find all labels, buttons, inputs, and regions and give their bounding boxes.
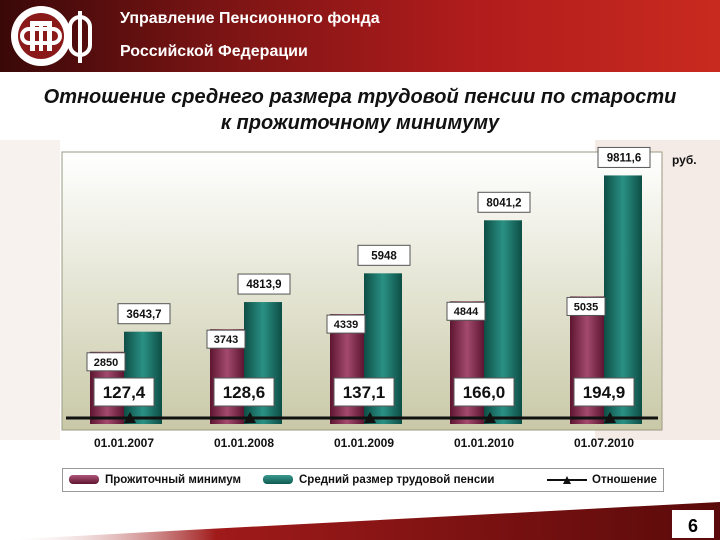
label-ratio-3: 166,0 [463,383,506,402]
legend-item-subsistence: Прожиточный минимум [69,474,241,486]
x-tick-label-2: 01.01.2009 [334,436,394,450]
ratio-point-2 [364,412,376,423]
legend-label-subsistence: Прожиточный минимум [105,474,242,486]
legend-item-pension: Средний размер трудовой пенсии [263,474,494,486]
label-subsistence-2-box [326,314,366,334]
x-tick-label-3: 01.01.2010 [454,436,514,450]
legend-label-ratio: Отношение [592,474,657,487]
label-subsistence-0-box [86,352,126,372]
label-subsistence-2: 4339 [334,319,358,331]
label-pension-0: 3643,7 [126,309,161,321]
chart-legend: Прожиточный минимум Средний размер трудо… [62,468,664,492]
label-pension-2: 5948 [371,250,397,262]
label-pension-3: 8041,2 [486,197,521,209]
label-pension-4-box [597,146,651,168]
slide-title-line2: к прожиточному минимуму [220,112,500,134]
org-name-line1: Управление Пенсионного фонда [120,10,380,27]
label-ratio-4: 194,9 [583,383,626,402]
label-pension-0-box [117,303,171,325]
label-ratio-2: 137,1 [343,383,386,402]
label-ratio-1-box [213,377,275,407]
label-subsistence-3: 4844 [454,306,479,318]
pfr-logo-icon [11,6,92,66]
label-subsistence-4: 5035 [574,301,598,313]
label-subsistence-0: 2850 [94,357,118,369]
label-subsistence-4-box [566,296,606,316]
label-ratio-1: 128,6 [223,383,266,402]
footer-band [0,502,720,540]
label-ratio-3-box [453,377,515,407]
slide-title-line1: Отношение среднего размера трудовой пенс… [43,86,677,108]
label-pension-3-box [477,191,531,213]
label-pension-1-box [237,273,291,295]
label-pension-2-box [357,244,411,266]
label-ratio-0-box [93,377,155,407]
label-pension-1: 4813,9 [246,279,281,291]
header-banner: Управление Пенсионного фонда Российской … [0,0,720,72]
label-subsistence-1: 3743 [214,334,238,346]
legend-item-ratio: Отношение [547,474,657,486]
x-tick-label-1: 01.01.2008 [214,436,274,450]
label-ratio-0: 127,4 [103,383,146,402]
legend-swatch-ratio [547,474,587,486]
legend-swatch-pension [263,475,293,485]
ratio-point-4 [604,412,616,423]
org-name-line2: Российской Федерации [120,43,308,60]
legend-swatch-subsistence [69,475,99,485]
x-tick-label-0: 01.01.2007 [94,436,154,450]
legend-label-pension: Средний размер трудовой пенсии [299,474,495,486]
ratio-point-3 [484,412,496,423]
ratio-point-0 [124,412,136,423]
label-ratio-2-box [333,377,395,407]
label-subsistence-1-box [206,329,246,349]
x-tick-label-4: 01.07.2010 [574,436,634,450]
label-ratio-4-box [573,377,635,407]
slide-title: Отношение среднего размера трудовой пенс… [0,84,720,136]
unit-label: руб. [672,153,697,167]
label-subsistence-3-box [446,301,486,321]
label-pension-4: 9811,6 [607,153,642,165]
page-number: 6 [688,516,699,536]
ratio-point-1 [244,412,256,423]
